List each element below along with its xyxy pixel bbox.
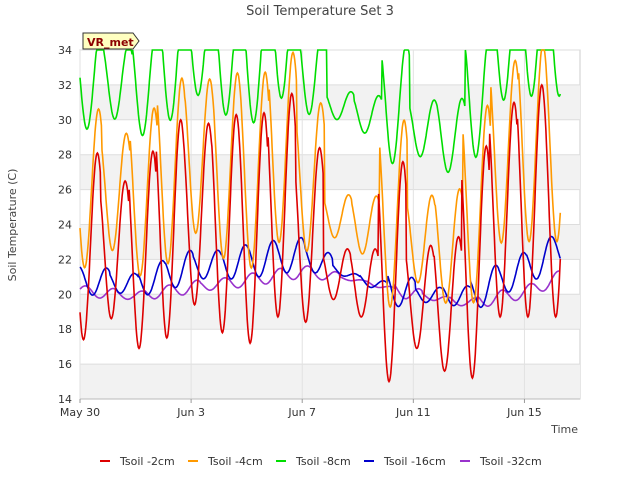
series-line-tsoil-16cm — [79, 235, 562, 309]
x-axis: May 30 Jun 3 Jun 7 Jun 11 Jun 15 — [60, 398, 580, 419]
x-tick-label: Jun 7 — [287, 406, 316, 419]
series-line-tsoil-8cm — [79, 49, 562, 174]
y-tick-label: 30 — [58, 114, 72, 127]
legend-label: Tsoil -32cm — [479, 455, 542, 468]
series-layer — [79, 49, 562, 384]
y-tick-label: 24 — [58, 219, 72, 232]
x-tick-label: Jun 15 — [506, 406, 542, 419]
y-axis: 14 16 18 20 22 24 26 28 30 32 34 — [58, 44, 72, 406]
y-tick-label: 26 — [58, 184, 72, 197]
legend-label: Tsoil -4cm — [207, 455, 263, 468]
series-line-tsoil-2cm — [79, 83, 562, 384]
y-tick-label: 34 — [58, 44, 72, 57]
series-line-tsoil-32cm — [79, 265, 561, 307]
x-tick-label: May 30 — [60, 406, 100, 419]
y-tick-label: 14 — [58, 393, 72, 406]
series-line-tsoil-4cm — [79, 49, 562, 309]
y-tick-label: 20 — [58, 288, 72, 301]
legend-label: Tsoil -8cm — [295, 455, 351, 468]
legend: Tsoil -2cm Tsoil -4cm Tsoil -8cm Tsoil -16c… — [100, 455, 542, 468]
grid-band — [80, 364, 580, 399]
site-badge: VR_met — [82, 32, 140, 50]
y-tick-label: 16 — [58, 358, 72, 371]
y-tick-label: 32 — [58, 79, 72, 92]
grid-band — [80, 84, 580, 120]
y-tick-label: 22 — [58, 253, 72, 266]
x-tick-label: Jun 11 — [395, 406, 431, 419]
y-tick-label: 18 — [58, 323, 72, 336]
y-tick-label: 28 — [58, 149, 72, 162]
y-axis-label: Soil Temperature (C) — [6, 169, 19, 282]
legend-label: Tsoil -2cm — [119, 455, 175, 468]
legend-label: Tsoil -16cm — [383, 455, 446, 468]
site-badge-label: VR_met — [87, 36, 134, 49]
x-tick-label: Jun 3 — [176, 406, 205, 419]
x-axis-label: Time — [550, 423, 578, 436]
chart-title: Soil Temperature Set 3 — [246, 4, 394, 19]
